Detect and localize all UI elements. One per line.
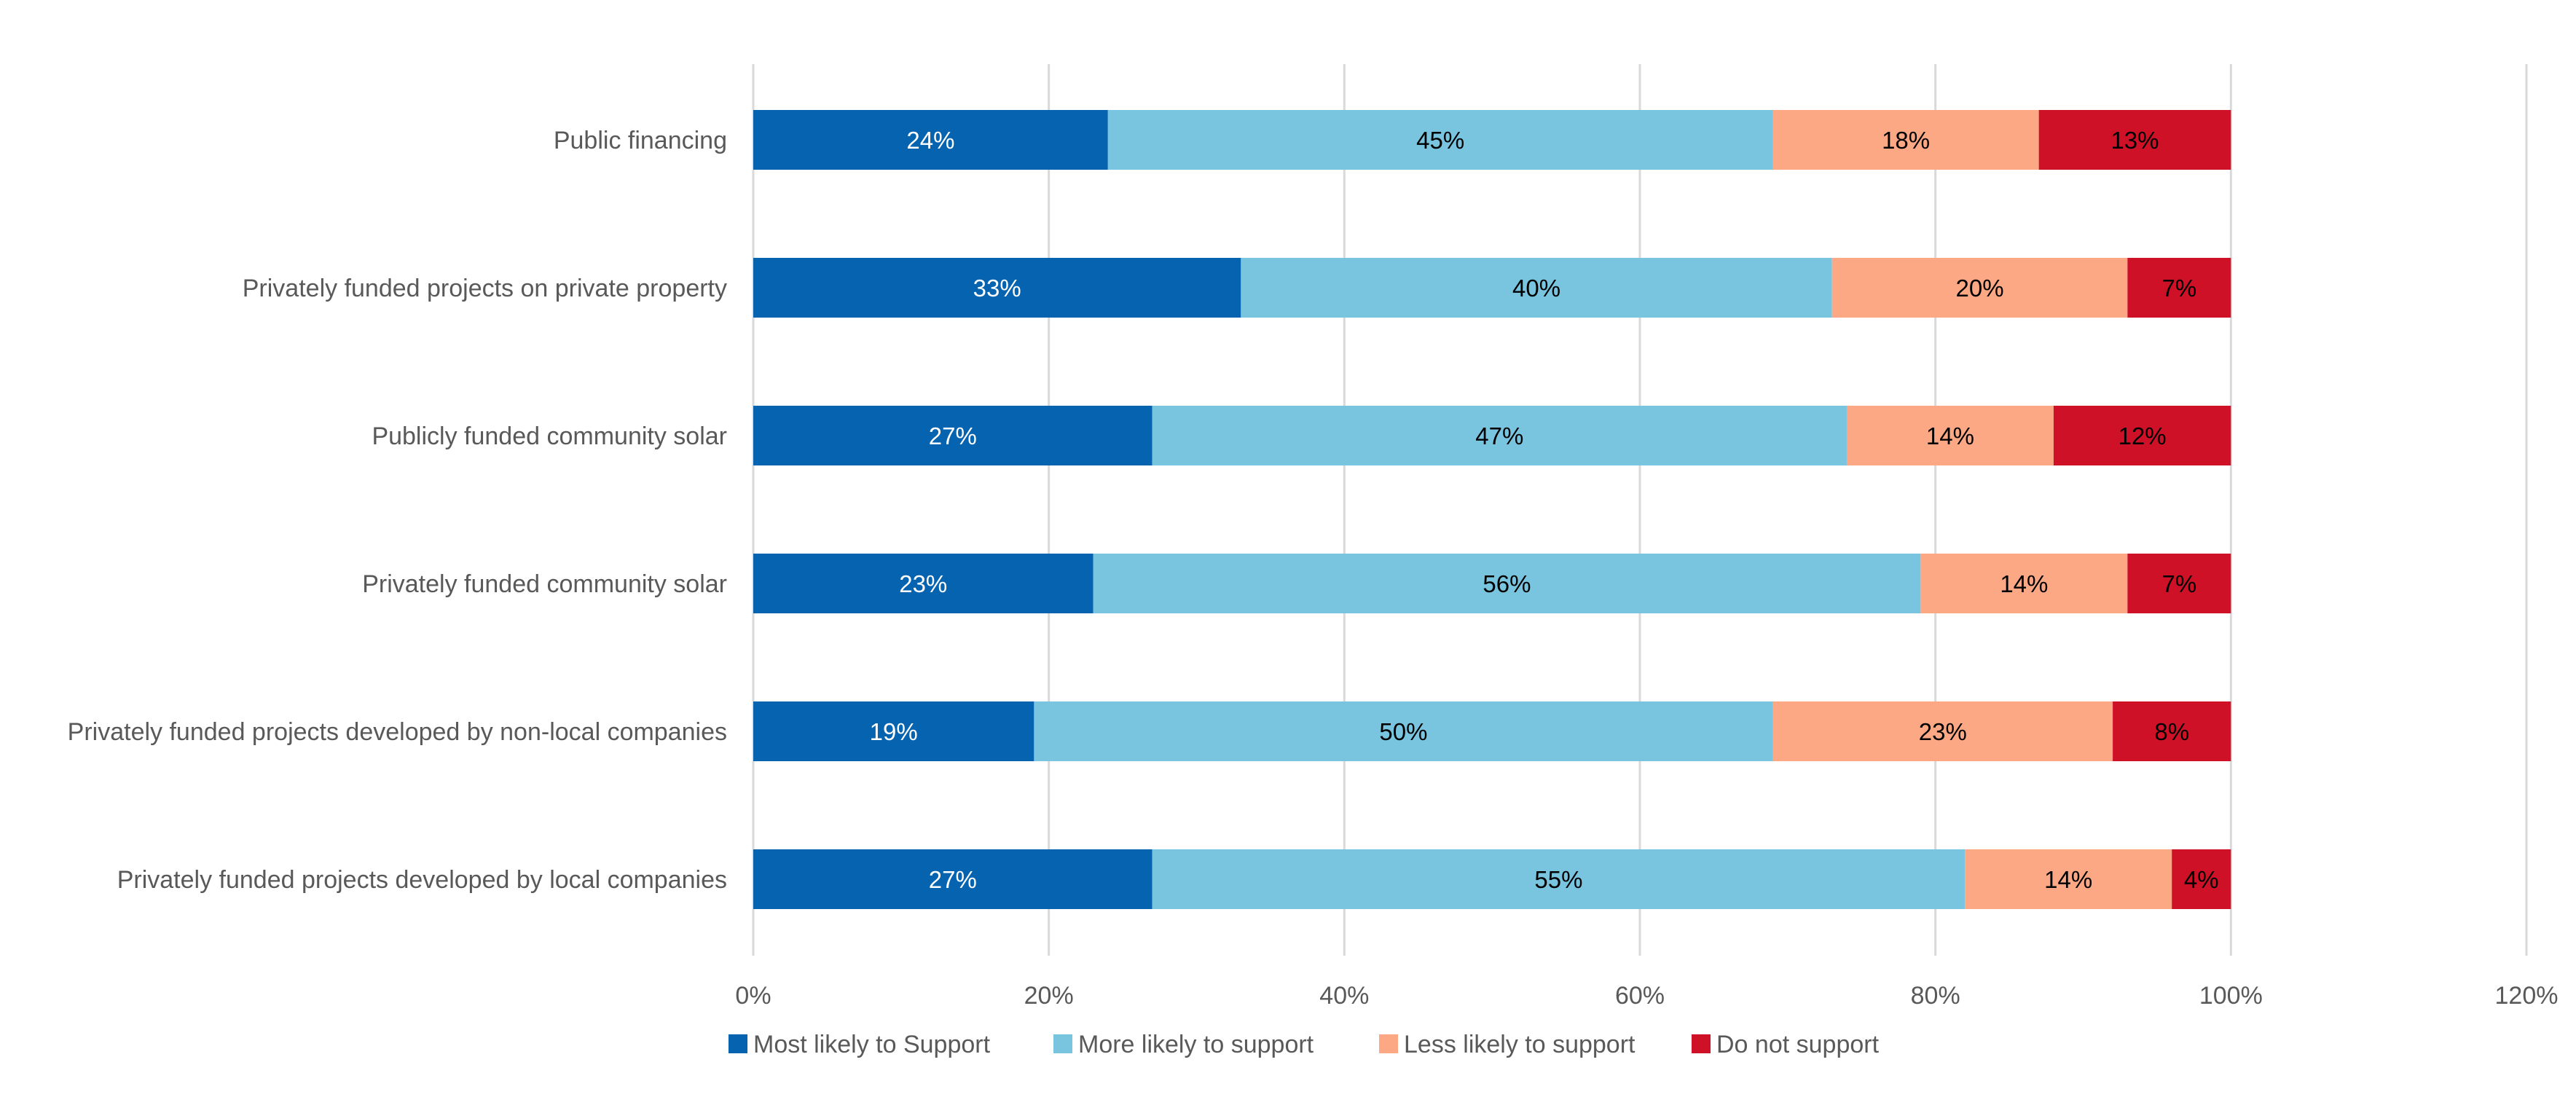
data-label: 13% <box>2110 127 2159 154</box>
x-tick-label: 40% <box>1319 982 1369 1010</box>
data-label: 7% <box>2161 275 2196 302</box>
data-label: 14% <box>1926 422 1974 449</box>
bar-segment <box>1152 849 1966 909</box>
x-tick-label: 20% <box>1024 982 1074 1010</box>
bar-segment <box>753 110 1108 170</box>
legend-label: Do not support <box>1716 1031 1880 1058</box>
data-label: 33% <box>973 275 1021 302</box>
x-tick-label: 100% <box>2199 982 2263 1010</box>
data-label: 4% <box>2184 866 2219 893</box>
category-label: Public financing <box>554 127 727 154</box>
data-label: 7% <box>2161 570 2196 597</box>
gridlines <box>752 64 2528 956</box>
bars <box>753 110 2231 909</box>
data-label: 55% <box>1534 866 1582 893</box>
x-axis-ticks: 0% 20% 40% 60% 80% 100% 120% <box>735 982 2558 1010</box>
data-label: 27% <box>929 422 977 449</box>
data-label: 18% <box>1882 127 1930 154</box>
legend-swatch <box>1379 1034 1398 1053</box>
category-label: Privately funded projects on private pro… <box>243 275 727 302</box>
data-labels: 24% 45% 18% 13% 33% 40% 20% 7% 27% 47% 14% 12% 23% 56… <box>870 127 2219 893</box>
bar-segment <box>753 849 1152 909</box>
bar-segment <box>1772 701 2113 761</box>
data-label: 50% <box>1379 718 1427 745</box>
data-label: 24% <box>906 127 954 154</box>
bar-segment <box>2127 554 2231 613</box>
bar-segment <box>2127 258 2231 318</box>
data-label: 47% <box>1475 422 1523 449</box>
bar-segment <box>2053 406 2231 465</box>
legend-swatch <box>729 1034 747 1053</box>
bar-segment <box>1152 406 1847 465</box>
category-label: Privately funded community solar <box>362 570 727 598</box>
data-label: 14% <box>2044 866 2092 893</box>
data-label: 45% <box>1416 127 1464 154</box>
x-tick-label: 80% <box>1911 982 1960 1010</box>
bar-segment <box>753 554 1093 613</box>
data-label: 20% <box>1955 275 2003 302</box>
x-tick-label: 120% <box>2495 982 2559 1010</box>
data-label: 27% <box>929 866 977 893</box>
data-label: 19% <box>870 718 918 745</box>
bar-segment <box>1920 554 2128 613</box>
x-tick-label: 0% <box>735 982 771 1010</box>
bar-segment <box>1772 110 2039 170</box>
bar-segment <box>1965 849 2172 909</box>
data-label: 56% <box>1483 570 1531 597</box>
bar-segment <box>2038 110 2231 170</box>
category-label: Publicly funded community solar <box>372 422 727 450</box>
data-label: 12% <box>2118 422 2167 449</box>
bar-segment <box>1241 258 1832 318</box>
bar-segment <box>2113 701 2231 761</box>
legend-swatch <box>1692 1034 1711 1053</box>
bar-segment <box>2172 849 2231 909</box>
data-label: 14% <box>2000 570 2048 597</box>
category-labels: Public financing Privately funded project… <box>68 127 727 894</box>
bar-segment <box>753 406 1152 465</box>
bar-segment <box>1093 554 1921 613</box>
legend-label: Less likely to support <box>1404 1031 1635 1058</box>
data-label: 23% <box>1919 718 1967 745</box>
bar-segment <box>753 258 1241 318</box>
bar-segment <box>1107 110 1773 170</box>
legend-label: Most likely to Support <box>753 1031 991 1058</box>
category-label: Privately funded projects developed by l… <box>117 866 727 894</box>
data-label: 23% <box>899 570 947 597</box>
data-label: 8% <box>2154 718 2189 745</box>
bar-segment <box>1034 701 1773 761</box>
bar-segment <box>753 701 1034 761</box>
legend-label: More likely to support <box>1078 1031 1314 1058</box>
category-label: Privately funded projects developed by n… <box>68 718 727 746</box>
bar-segment <box>1846 406 2054 465</box>
legend: Most likely to Support More likely to sup… <box>729 1031 1880 1058</box>
bar-segment <box>1831 258 2128 318</box>
legend-swatch <box>1053 1034 1072 1053</box>
x-tick-label: 60% <box>1615 982 1665 1010</box>
data-label: 40% <box>1512 275 1560 302</box>
